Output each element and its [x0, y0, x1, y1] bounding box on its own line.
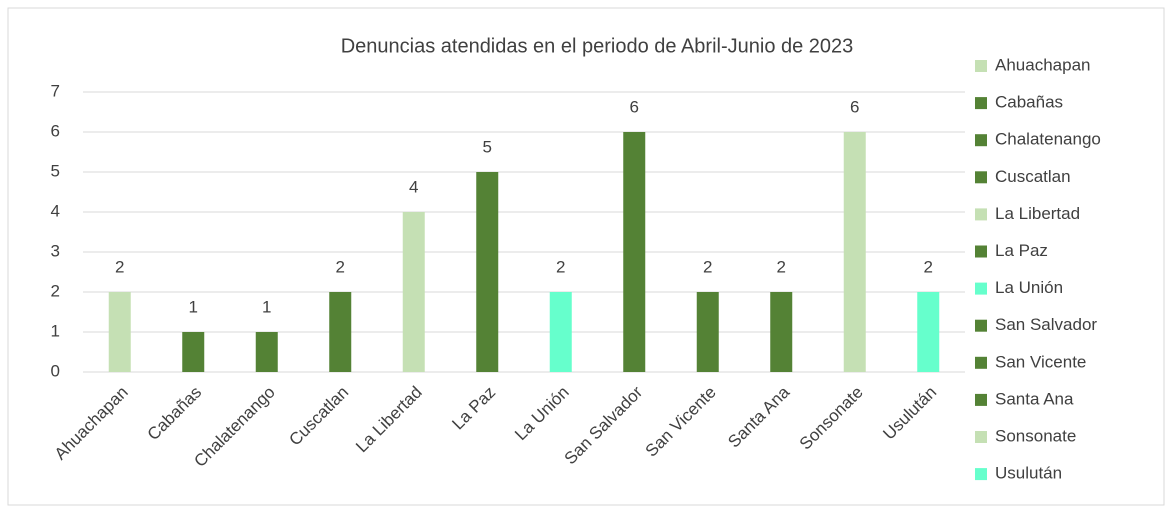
y-tick-label: 5: [51, 161, 60, 180]
bar: [402, 212, 425, 372]
y-tick-label: 4: [51, 201, 60, 220]
y-tick-label: 0: [51, 361, 60, 380]
y-tick-label: 1: [51, 321, 60, 340]
chart-border: [7, 7, 1165, 506]
data-label: 5: [483, 137, 492, 156]
y-tick-label: 3: [51, 241, 60, 260]
legend-label: Chalatenango: [995, 130, 1101, 149]
legend-swatch: [975, 356, 987, 369]
bar: [843, 132, 866, 372]
legend-swatch: [975, 171, 987, 184]
bar: [329, 292, 352, 372]
legend-swatch: [975, 60, 987, 72]
legend-swatch: [975, 245, 987, 258]
legend-swatch: [975, 134, 987, 147]
legend-swatch: [975, 468, 987, 481]
legend-swatch: [975, 431, 987, 443]
legend-label: San Vicente: [995, 352, 1086, 371]
legend-swatch: [975, 208, 987, 221]
y-tick-label: 6: [51, 121, 60, 140]
bar: [108, 292, 131, 372]
legend-label: Cabañas: [995, 93, 1063, 112]
bar: [770, 292, 793, 372]
bar: [549, 292, 572, 372]
chart-title: Denuncias atendidas en el periodo de Abr…: [341, 35, 854, 57]
bar: [476, 172, 499, 372]
y-tick-label: 2: [51, 281, 60, 300]
data-label: 2: [556, 257, 565, 276]
data-label: 2: [115, 257, 124, 276]
data-label: 6: [850, 97, 859, 116]
legend-label: La Libertad: [995, 204, 1080, 223]
data-label: 2: [336, 257, 345, 276]
legend-swatch: [975, 393, 987, 406]
legend-label: Santa Ana: [995, 389, 1074, 408]
legend-label: Usulután: [995, 464, 1062, 483]
legend-label: Cuscatlan: [995, 167, 1071, 186]
legend-label: La Unión: [995, 278, 1063, 297]
data-label: 4: [409, 177, 418, 196]
legend-label: Sonsonate: [995, 426, 1076, 445]
legend-swatch: [975, 282, 987, 295]
legend-swatch: [975, 319, 987, 332]
bar: [623, 132, 646, 372]
bar: [255, 332, 278, 372]
data-label: 1: [262, 297, 271, 316]
bar: [182, 332, 205, 372]
legend-swatch: [975, 97, 987, 110]
data-label: 2: [924, 257, 933, 276]
data-label: 2: [703, 257, 712, 276]
y-tick-label: 7: [51, 81, 60, 100]
legend-label: Ahuachapan: [995, 55, 1090, 74]
data-label: 1: [189, 297, 198, 316]
legend-label: La Paz: [995, 241, 1048, 260]
legend-label: San Salvador: [995, 315, 1097, 334]
bar: [696, 292, 719, 372]
data-label: 6: [630, 97, 639, 116]
bar: [917, 292, 940, 372]
data-label: 2: [777, 257, 786, 276]
